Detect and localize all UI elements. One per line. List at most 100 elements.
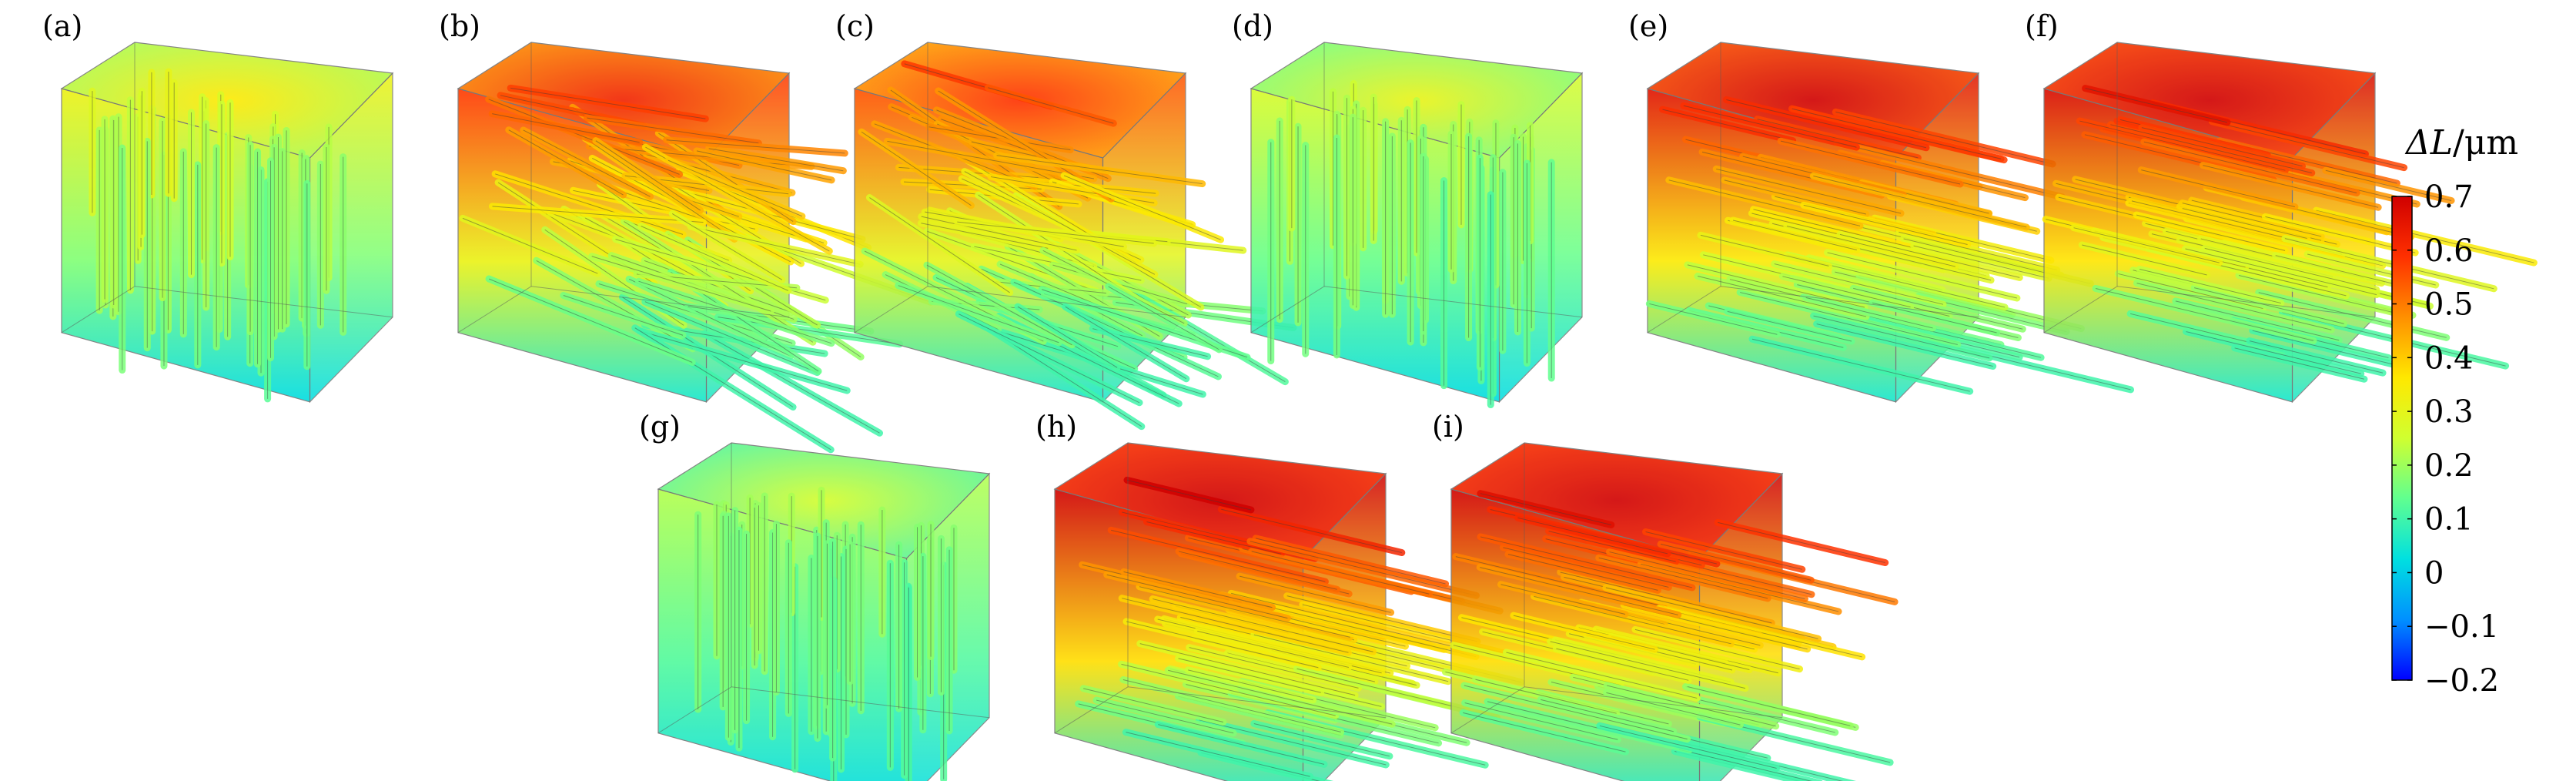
cube-back-edge [530, 286, 790, 318]
fiber-edge [1805, 297, 1933, 329]
fiber-edge [2234, 347, 2365, 380]
fiber-edge [1178, 658, 1321, 693]
fiber [488, 110, 644, 146]
fiber [1092, 696, 1237, 737]
fiber-edge [1244, 601, 1477, 658]
colorbar-tick-label: 0.2 [2424, 448, 2474, 484]
fiber [2092, 284, 2317, 344]
cube-b [457, 42, 935, 454]
fiber-edge [1726, 99, 1927, 149]
fiber [1722, 96, 1930, 152]
fiber-edge [1231, 592, 1460, 649]
fiber-edge [1786, 226, 1955, 267]
fiber-edge [1641, 563, 1839, 612]
fiber-edge [2307, 253, 2436, 286]
fiber [2179, 205, 2311, 243]
fiber-edge [587, 117, 759, 144]
fiber-edge [1697, 276, 1867, 317]
fiber-edge [1096, 699, 1234, 734]
panel-a: (a) [42, 9, 394, 404]
fiber-edge [1683, 105, 1857, 148]
fiber [2140, 138, 2360, 196]
fiber [1788, 105, 2005, 163]
fiber [1014, 303, 1121, 371]
fiber-edge [2082, 244, 2207, 276]
fiber [1502, 649, 1701, 702]
fiber [1832, 108, 2056, 168]
colorbar-tick-label: 0.4 [2424, 340, 2474, 376]
fiber [2281, 235, 2497, 293]
fiber [2137, 166, 2299, 211]
fiber-edge [1188, 669, 1313, 701]
fiber [1736, 289, 1962, 348]
panel-label-f: (f) [2025, 9, 2059, 43]
fiber [505, 126, 627, 199]
fiber-edge [1791, 108, 2002, 159]
fiber-edge [2265, 216, 2416, 253]
fiber [1714, 518, 1889, 567]
fiber [1252, 535, 1450, 588]
fiber-edge [2182, 208, 2307, 239]
fiber [1833, 139, 2066, 201]
cube-e [1645, 42, 2135, 404]
fiber-edge [2185, 248, 2377, 296]
fiber [631, 324, 835, 454]
fiber-edge [1507, 554, 1658, 591]
fiber-edge [1780, 140, 1961, 185]
fiber [2182, 245, 2380, 299]
fiber-edge [2139, 268, 2281, 304]
fiber [1499, 544, 1672, 591]
panel-e: (e) [1628, 9, 2135, 404]
fiber [858, 128, 975, 209]
cube-back-edge [1524, 686, 1783, 719]
fiber-edge [2182, 203, 2322, 237]
fiber [1459, 709, 1629, 756]
fiber [2078, 241, 2211, 279]
fiber-edge [2275, 255, 2402, 287]
fiber [1136, 583, 1354, 641]
fiber [1460, 682, 1691, 743]
fiber-edge [584, 138, 735, 240]
fiber-edge [2073, 227, 2220, 263]
fiber-edge [2110, 124, 2312, 174]
cube-d [1250, 42, 1584, 409]
fiber-edge [1199, 719, 1387, 766]
fiber-edge [1753, 209, 1913, 248]
fiber [1637, 560, 1842, 615]
fiber-edge [1503, 547, 1669, 588]
fiber [1724, 307, 1855, 345]
fiber-edge [1123, 571, 1273, 608]
fiber-edge [1550, 641, 1746, 689]
panel-h: (h) [1035, 410, 1525, 781]
panels: (a) (b) (c) (d) (e) (f) (g) (h) (i) [42, 9, 2538, 781]
fiber-edge [1541, 699, 1674, 732]
fiber [1631, 625, 1804, 673]
fiber [1246, 538, 1480, 599]
fiber-edge [1560, 572, 1772, 624]
fiber-edge [1751, 338, 1970, 392]
fiber [2172, 297, 2343, 344]
fiber [2231, 344, 2368, 383]
fiber [2133, 211, 2289, 254]
fiber [1184, 666, 1317, 704]
fiber-edge [488, 99, 680, 175]
fibers [2042, 85, 2538, 383]
fiber-edge [628, 278, 791, 357]
fiber [1596, 722, 1781, 772]
fiber-edge [2131, 200, 2298, 242]
fiber [1910, 242, 2052, 282]
fiber [1684, 682, 1854, 729]
fiber-edge [1727, 310, 1852, 342]
fiber-edge [666, 139, 845, 154]
fiber-edge [1813, 315, 1990, 359]
fiber [1504, 551, 1661, 594]
fiber [1602, 689, 1744, 729]
fiber-edge [2118, 273, 2263, 310]
cube-back-edge [1127, 686, 1387, 719]
fiber-edge [1083, 688, 1224, 722]
fiber [2076, 117, 2289, 174]
fiber-edge [1463, 712, 1626, 753]
fibers [858, 60, 1297, 431]
panel-label-c: (c) [835, 9, 875, 43]
fiber-edge [1757, 119, 1919, 159]
